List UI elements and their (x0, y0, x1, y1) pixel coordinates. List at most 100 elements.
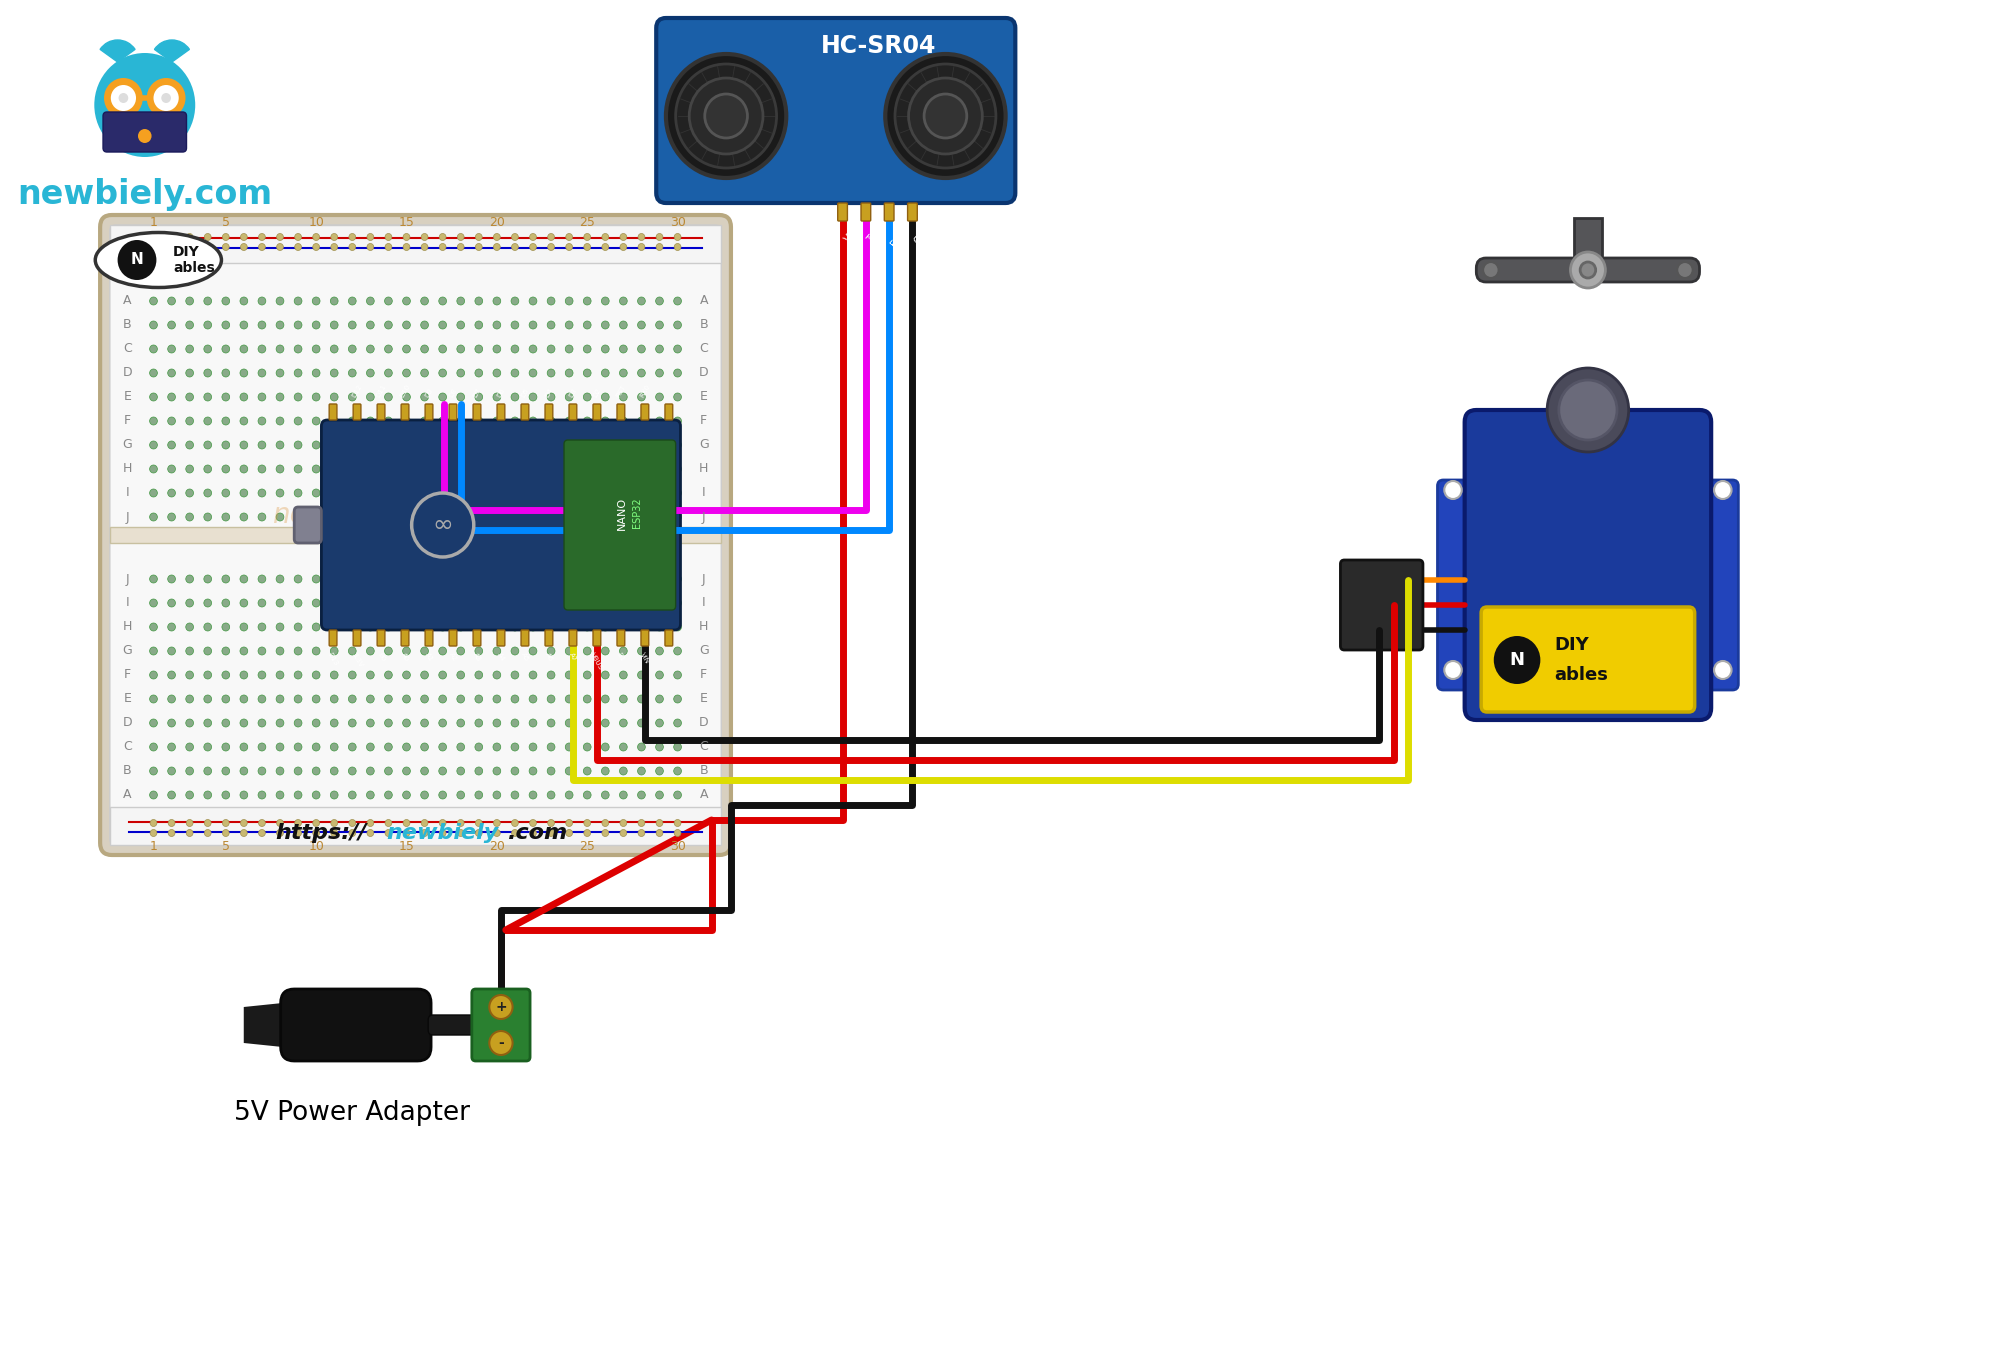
Circle shape (294, 830, 302, 836)
Circle shape (475, 489, 483, 497)
FancyBboxPatch shape (546, 630, 554, 647)
Circle shape (366, 819, 374, 827)
Circle shape (908, 78, 982, 154)
Circle shape (276, 719, 284, 727)
Circle shape (457, 671, 465, 679)
Circle shape (384, 244, 393, 251)
Circle shape (638, 418, 646, 426)
Text: F: F (123, 668, 131, 682)
Circle shape (439, 345, 447, 353)
Circle shape (294, 671, 302, 679)
Circle shape (330, 647, 338, 655)
Circle shape (187, 244, 193, 251)
Circle shape (366, 830, 374, 836)
Circle shape (638, 744, 646, 752)
Circle shape (294, 296, 302, 304)
Circle shape (276, 321, 284, 329)
Text: 30: 30 (670, 217, 686, 229)
Circle shape (348, 830, 356, 836)
Circle shape (421, 369, 429, 377)
Circle shape (258, 671, 266, 679)
Circle shape (602, 513, 610, 521)
Circle shape (151, 819, 157, 827)
Circle shape (439, 393, 447, 401)
Circle shape (185, 418, 193, 426)
Circle shape (203, 369, 211, 377)
Text: 1: 1 (149, 217, 157, 229)
Circle shape (330, 513, 338, 521)
Ellipse shape (95, 233, 221, 287)
Circle shape (602, 233, 608, 241)
Circle shape (203, 393, 211, 401)
FancyBboxPatch shape (497, 630, 505, 647)
Text: 25: 25 (580, 841, 596, 854)
Text: A: A (701, 788, 709, 801)
Circle shape (584, 575, 592, 583)
Circle shape (511, 489, 519, 497)
Text: A: A (123, 295, 131, 307)
Circle shape (638, 296, 646, 304)
Circle shape (656, 766, 664, 775)
Circle shape (240, 440, 248, 449)
Circle shape (638, 489, 646, 497)
Bar (111, 225, 721, 263)
Circle shape (511, 647, 519, 655)
Circle shape (330, 575, 338, 583)
Circle shape (602, 819, 608, 827)
Circle shape (221, 719, 229, 727)
Circle shape (638, 575, 646, 583)
Circle shape (674, 599, 682, 607)
Circle shape (529, 233, 535, 241)
Circle shape (602, 296, 610, 304)
Circle shape (493, 321, 501, 329)
FancyBboxPatch shape (103, 112, 187, 152)
FancyBboxPatch shape (473, 630, 481, 647)
Circle shape (330, 393, 338, 401)
Circle shape (421, 819, 429, 827)
Circle shape (149, 575, 157, 583)
Circle shape (620, 819, 626, 827)
FancyBboxPatch shape (521, 630, 529, 647)
Text: D8: D8 (449, 387, 459, 397)
Circle shape (457, 489, 465, 497)
Circle shape (602, 321, 610, 329)
Text: B: B (123, 318, 131, 331)
Circle shape (276, 766, 284, 775)
Polygon shape (244, 1004, 282, 1047)
Circle shape (403, 440, 411, 449)
Circle shape (240, 418, 248, 426)
Circle shape (457, 513, 465, 521)
Text: D11: D11 (374, 383, 386, 397)
Circle shape (221, 791, 229, 799)
Circle shape (457, 599, 465, 607)
Circle shape (421, 489, 429, 497)
Text: C: C (699, 342, 709, 356)
Circle shape (294, 599, 302, 607)
Circle shape (674, 296, 682, 304)
Circle shape (203, 440, 211, 449)
Text: .com: .com (507, 823, 568, 843)
FancyBboxPatch shape (280, 989, 431, 1061)
Circle shape (240, 345, 248, 353)
Text: RST: RST (614, 384, 626, 397)
Circle shape (258, 819, 266, 827)
Circle shape (566, 695, 574, 703)
Circle shape (584, 440, 592, 449)
Circle shape (475, 695, 483, 703)
Circle shape (366, 369, 374, 377)
Circle shape (294, 719, 302, 727)
Text: newbiely.com: newbiely.com (272, 501, 463, 529)
Circle shape (330, 791, 338, 799)
Circle shape (457, 766, 465, 775)
Circle shape (149, 599, 157, 607)
Circle shape (638, 647, 646, 655)
Circle shape (421, 830, 429, 836)
Circle shape (294, 647, 302, 655)
Circle shape (185, 575, 193, 583)
Circle shape (602, 695, 610, 703)
Circle shape (548, 513, 556, 521)
Circle shape (620, 465, 628, 473)
Circle shape (1558, 380, 1616, 440)
Circle shape (366, 244, 374, 251)
Circle shape (276, 647, 284, 655)
